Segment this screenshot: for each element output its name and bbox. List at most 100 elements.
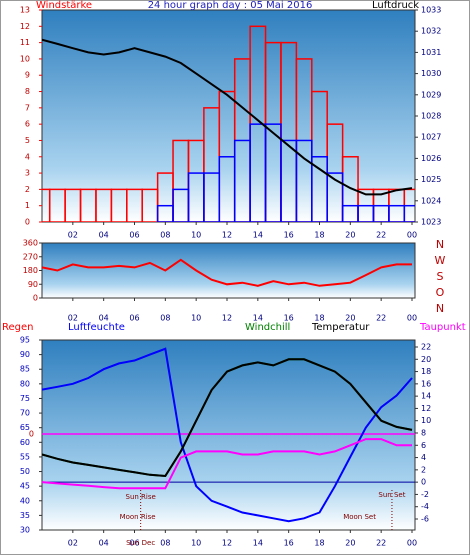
x-tick-label: 02	[68, 539, 78, 548]
y-tick-label: 360	[23, 239, 38, 248]
x-tick-label: 10	[191, 231, 201, 240]
x-tick-label: 08	[160, 231, 170, 240]
annotation: Moon Set	[343, 513, 376, 521]
x-tick-label: 12	[222, 539, 232, 548]
plot-area	[41, 242, 416, 299]
x-tick-label: 02	[68, 314, 78, 323]
y2-tick-label: 2	[421, 465, 426, 474]
y-tick-label: 60	[20, 438, 30, 447]
direction-label: N	[436, 302, 444, 315]
y2-tick-label: 22	[421, 343, 431, 352]
y2-tick-label: 1024	[421, 196, 441, 205]
x-tick-label: 12	[222, 314, 232, 323]
annotation: Sun Dec	[126, 539, 155, 547]
y-tick-label: 2	[25, 185, 30, 194]
annotation: Sun Set	[378, 491, 405, 499]
rain-value: 0	[29, 430, 34, 439]
direction-label: O	[436, 286, 445, 299]
x-tick-label: 14	[253, 231, 263, 240]
x-tick-label: 22	[376, 231, 386, 240]
y2-tick-label: 1032	[421, 27, 441, 36]
y2-tick-label: 8	[421, 429, 426, 438]
y2-tick-label: 12	[421, 404, 431, 413]
y2-tick-label: 1030	[421, 69, 441, 78]
x-tick-label: 20	[345, 539, 355, 548]
y-tick-label: 85	[20, 365, 30, 374]
y-tick-label: 11	[20, 38, 30, 47]
legend-label: Luftfeuchte	[68, 322, 125, 333]
y2-tick-label: 0	[421, 478, 426, 487]
y-tick-label: 12	[20, 22, 30, 31]
y-tick-label: 50	[20, 467, 30, 476]
x-tick-label: 10	[191, 539, 201, 548]
y2-tick-label: 20	[421, 355, 431, 364]
y2-tick-label: 6	[421, 441, 426, 450]
x-tick-label: 04	[99, 231, 109, 240]
y2-tick-label: 1023	[421, 218, 441, 227]
x-tick-label: 20	[345, 231, 355, 240]
y2-tick-label: 1025	[421, 175, 441, 184]
x-tick-label: 00	[407, 231, 417, 240]
x-tick-label: 16	[284, 314, 294, 323]
line	[42, 258, 412, 287]
bar	[403, 204, 415, 222]
y-tick-label: 3	[25, 169, 30, 178]
series-group	[42, 25, 415, 222]
y-tick-label: 180	[23, 266, 38, 275]
line	[42, 358, 413, 478]
y-tick-label: 45	[20, 482, 30, 491]
y-tick-label: 70	[20, 409, 30, 418]
plot-area	[41, 9, 416, 223]
y2-label: Luftdruck	[372, 0, 419, 11]
chart-title: 24 hour graph day : 05 Mai 2016	[148, 0, 313, 11]
rain-label: Regen	[2, 322, 34, 333]
x-tick-label: 22	[376, 314, 386, 323]
y-tick-label: 30	[20, 526, 30, 535]
x-tick-label: 18	[314, 539, 324, 548]
x-tick-label: 10	[191, 314, 201, 323]
y2-tick-label: 1028	[421, 112, 441, 121]
annotation: Sun Rise	[126, 493, 156, 501]
y-tick-label: 0	[33, 294, 38, 303]
x-tick-label: 06	[129, 314, 139, 323]
x-tick-label: 08	[160, 539, 170, 548]
y-tick-label: 80	[20, 379, 30, 388]
x-tick-label: 06	[129, 231, 139, 240]
line	[42, 438, 412, 490]
y-tick-label: 5	[25, 136, 30, 145]
y2-tick-label: 10	[421, 416, 431, 425]
y-tick-label: 6	[25, 120, 30, 129]
x-tick-label: 00	[407, 314, 417, 323]
x-tick-label: 14	[253, 539, 263, 548]
y-tick-label: 4	[25, 152, 30, 161]
x-tick-label: 08	[160, 314, 170, 323]
y-tick-label: 65	[20, 423, 30, 432]
legend-label: Windchill	[245, 322, 290, 333]
x-tick-label: 18	[314, 314, 324, 323]
bar	[326, 172, 344, 222]
y-tick-label: 7	[25, 103, 30, 112]
series-group	[42, 347, 413, 523]
y-label: Windstärke	[36, 0, 92, 11]
x-tick-label: 04	[99, 539, 109, 548]
plot-area	[41, 339, 416, 531]
x-tick-label: 14	[253, 314, 263, 323]
y-tick-label: 40	[20, 496, 30, 505]
x-tick-label: 12	[222, 231, 232, 240]
y2-tick-label: 1026	[421, 154, 441, 163]
x-tick-label: 06	[129, 539, 139, 548]
x-tick-label: 04	[99, 314, 109, 323]
annotation: Moon Rise	[120, 513, 156, 521]
direction-label: W	[435, 254, 446, 267]
y-tick-label: 0	[25, 218, 30, 227]
x-tick-label: 16	[284, 539, 294, 548]
line	[42, 38, 413, 196]
legend-label: Temperatur	[311, 322, 370, 333]
x-tick-label: 00	[407, 539, 417, 548]
series-group	[42, 258, 412, 287]
y-tick-label: 90	[28, 280, 38, 289]
y2-tick-label: 16	[421, 379, 431, 388]
y2-tick-label: -4	[421, 502, 429, 511]
y-tick-label: 55	[20, 452, 30, 461]
y-tick-label: 13	[20, 6, 30, 15]
